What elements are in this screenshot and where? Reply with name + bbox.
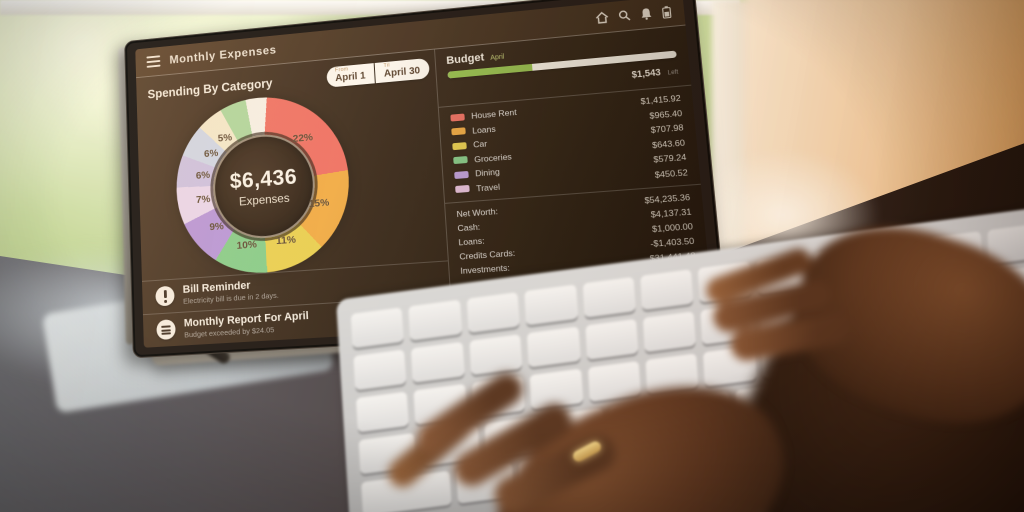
hamburger-menu-icon[interactable] xyxy=(146,55,161,68)
budget-remaining-value: $1,543 xyxy=(631,67,662,80)
pie-slice-label: 5% xyxy=(217,131,233,145)
legend-color-chip xyxy=(452,156,468,165)
legend-category-amount: $707.98 xyxy=(650,122,684,135)
date-from-pill[interactable]: From April 1 xyxy=(326,63,375,88)
legend-color-chip xyxy=(451,141,467,150)
pie-slice-label: 7% xyxy=(195,193,211,207)
battery-icon xyxy=(661,4,672,18)
pie-slice-label: 9% xyxy=(209,220,225,234)
legend-color-chip xyxy=(449,113,465,122)
keyboard-key xyxy=(582,276,636,318)
left-hand xyxy=(370,340,816,512)
account-label: Net Worth: xyxy=(456,205,499,219)
legend-category-amount: $1,415.92 xyxy=(640,92,682,107)
legend-color-chip xyxy=(453,170,469,179)
account-label: Cash: xyxy=(457,221,481,233)
legend-category-amount: $579.24 xyxy=(652,151,687,165)
report-list-icon xyxy=(156,319,176,341)
date-from-value: April 1 xyxy=(335,70,366,84)
legend-list: House Rent $1,415.92 Loans $965.40 Car $707.9… xyxy=(449,92,689,195)
account-value: $4,137.31 xyxy=(650,205,692,220)
legend-category-name: Loans xyxy=(471,123,496,136)
account-label: Credits Cards: xyxy=(459,247,516,262)
legend-category-amount: $450.52 xyxy=(654,166,689,180)
legend-category-name: Travel xyxy=(475,181,501,193)
legend-category-amount: $965.40 xyxy=(648,107,683,121)
account-label: Loans: xyxy=(458,234,485,247)
pie-slice-label: 10% xyxy=(236,238,258,252)
spending-by-category-title: Spending By Category xyxy=(147,76,273,101)
date-to-value: April 30 xyxy=(383,65,421,80)
expenses-donut-chart-wrap: $6,436 Expenses 22% 15% 11% 10% 9% 7% 6% 6% 5% xyxy=(173,90,354,279)
pie-slice-label: 11% xyxy=(275,233,297,248)
pie-slice-label: 22% xyxy=(292,131,314,145)
account-label: Investments: xyxy=(459,261,511,276)
keyboard-key xyxy=(466,292,520,333)
legend-category-amount: $643.60 xyxy=(651,136,686,150)
legend-category-name: House Rent xyxy=(470,106,518,121)
legend-category-name: Dining xyxy=(474,166,501,179)
total-expenses-value: $6,436 xyxy=(229,163,298,194)
search-icon[interactable] xyxy=(618,9,632,22)
pie-slice-label: 6% xyxy=(195,169,211,182)
budget-period: April xyxy=(490,53,505,62)
pie-slice-label: 15% xyxy=(308,196,330,211)
date-range-picker: From April 1 Til April 30 xyxy=(326,57,430,88)
keyboard-key xyxy=(524,284,578,326)
legend-category-name: Car xyxy=(472,138,488,150)
legend-color-chip xyxy=(450,127,466,136)
date-to-pill[interactable]: Til April 30 xyxy=(374,57,430,84)
keyboard-key xyxy=(640,269,694,311)
keyboard-key xyxy=(408,299,462,341)
account-value: $54,235.36 xyxy=(643,191,691,205)
home-icon[interactable] xyxy=(595,11,609,24)
budget-remaining-suffix: Left xyxy=(667,69,679,77)
legend-category-name: Groceries xyxy=(473,150,513,164)
budget-label: Budget xyxy=(445,51,485,67)
legend-color-chip xyxy=(454,184,470,194)
pie-slice-label: 6% xyxy=(203,147,219,161)
exclamation-icon xyxy=(155,285,175,307)
app-title: Monthly Expenses xyxy=(169,42,277,67)
total-expenses-caption: Expenses xyxy=(238,190,290,209)
account-value: $1,000.00 xyxy=(651,220,694,234)
account-value: -$1,403.50 xyxy=(649,234,695,249)
bell-icon[interactable] xyxy=(639,6,653,20)
